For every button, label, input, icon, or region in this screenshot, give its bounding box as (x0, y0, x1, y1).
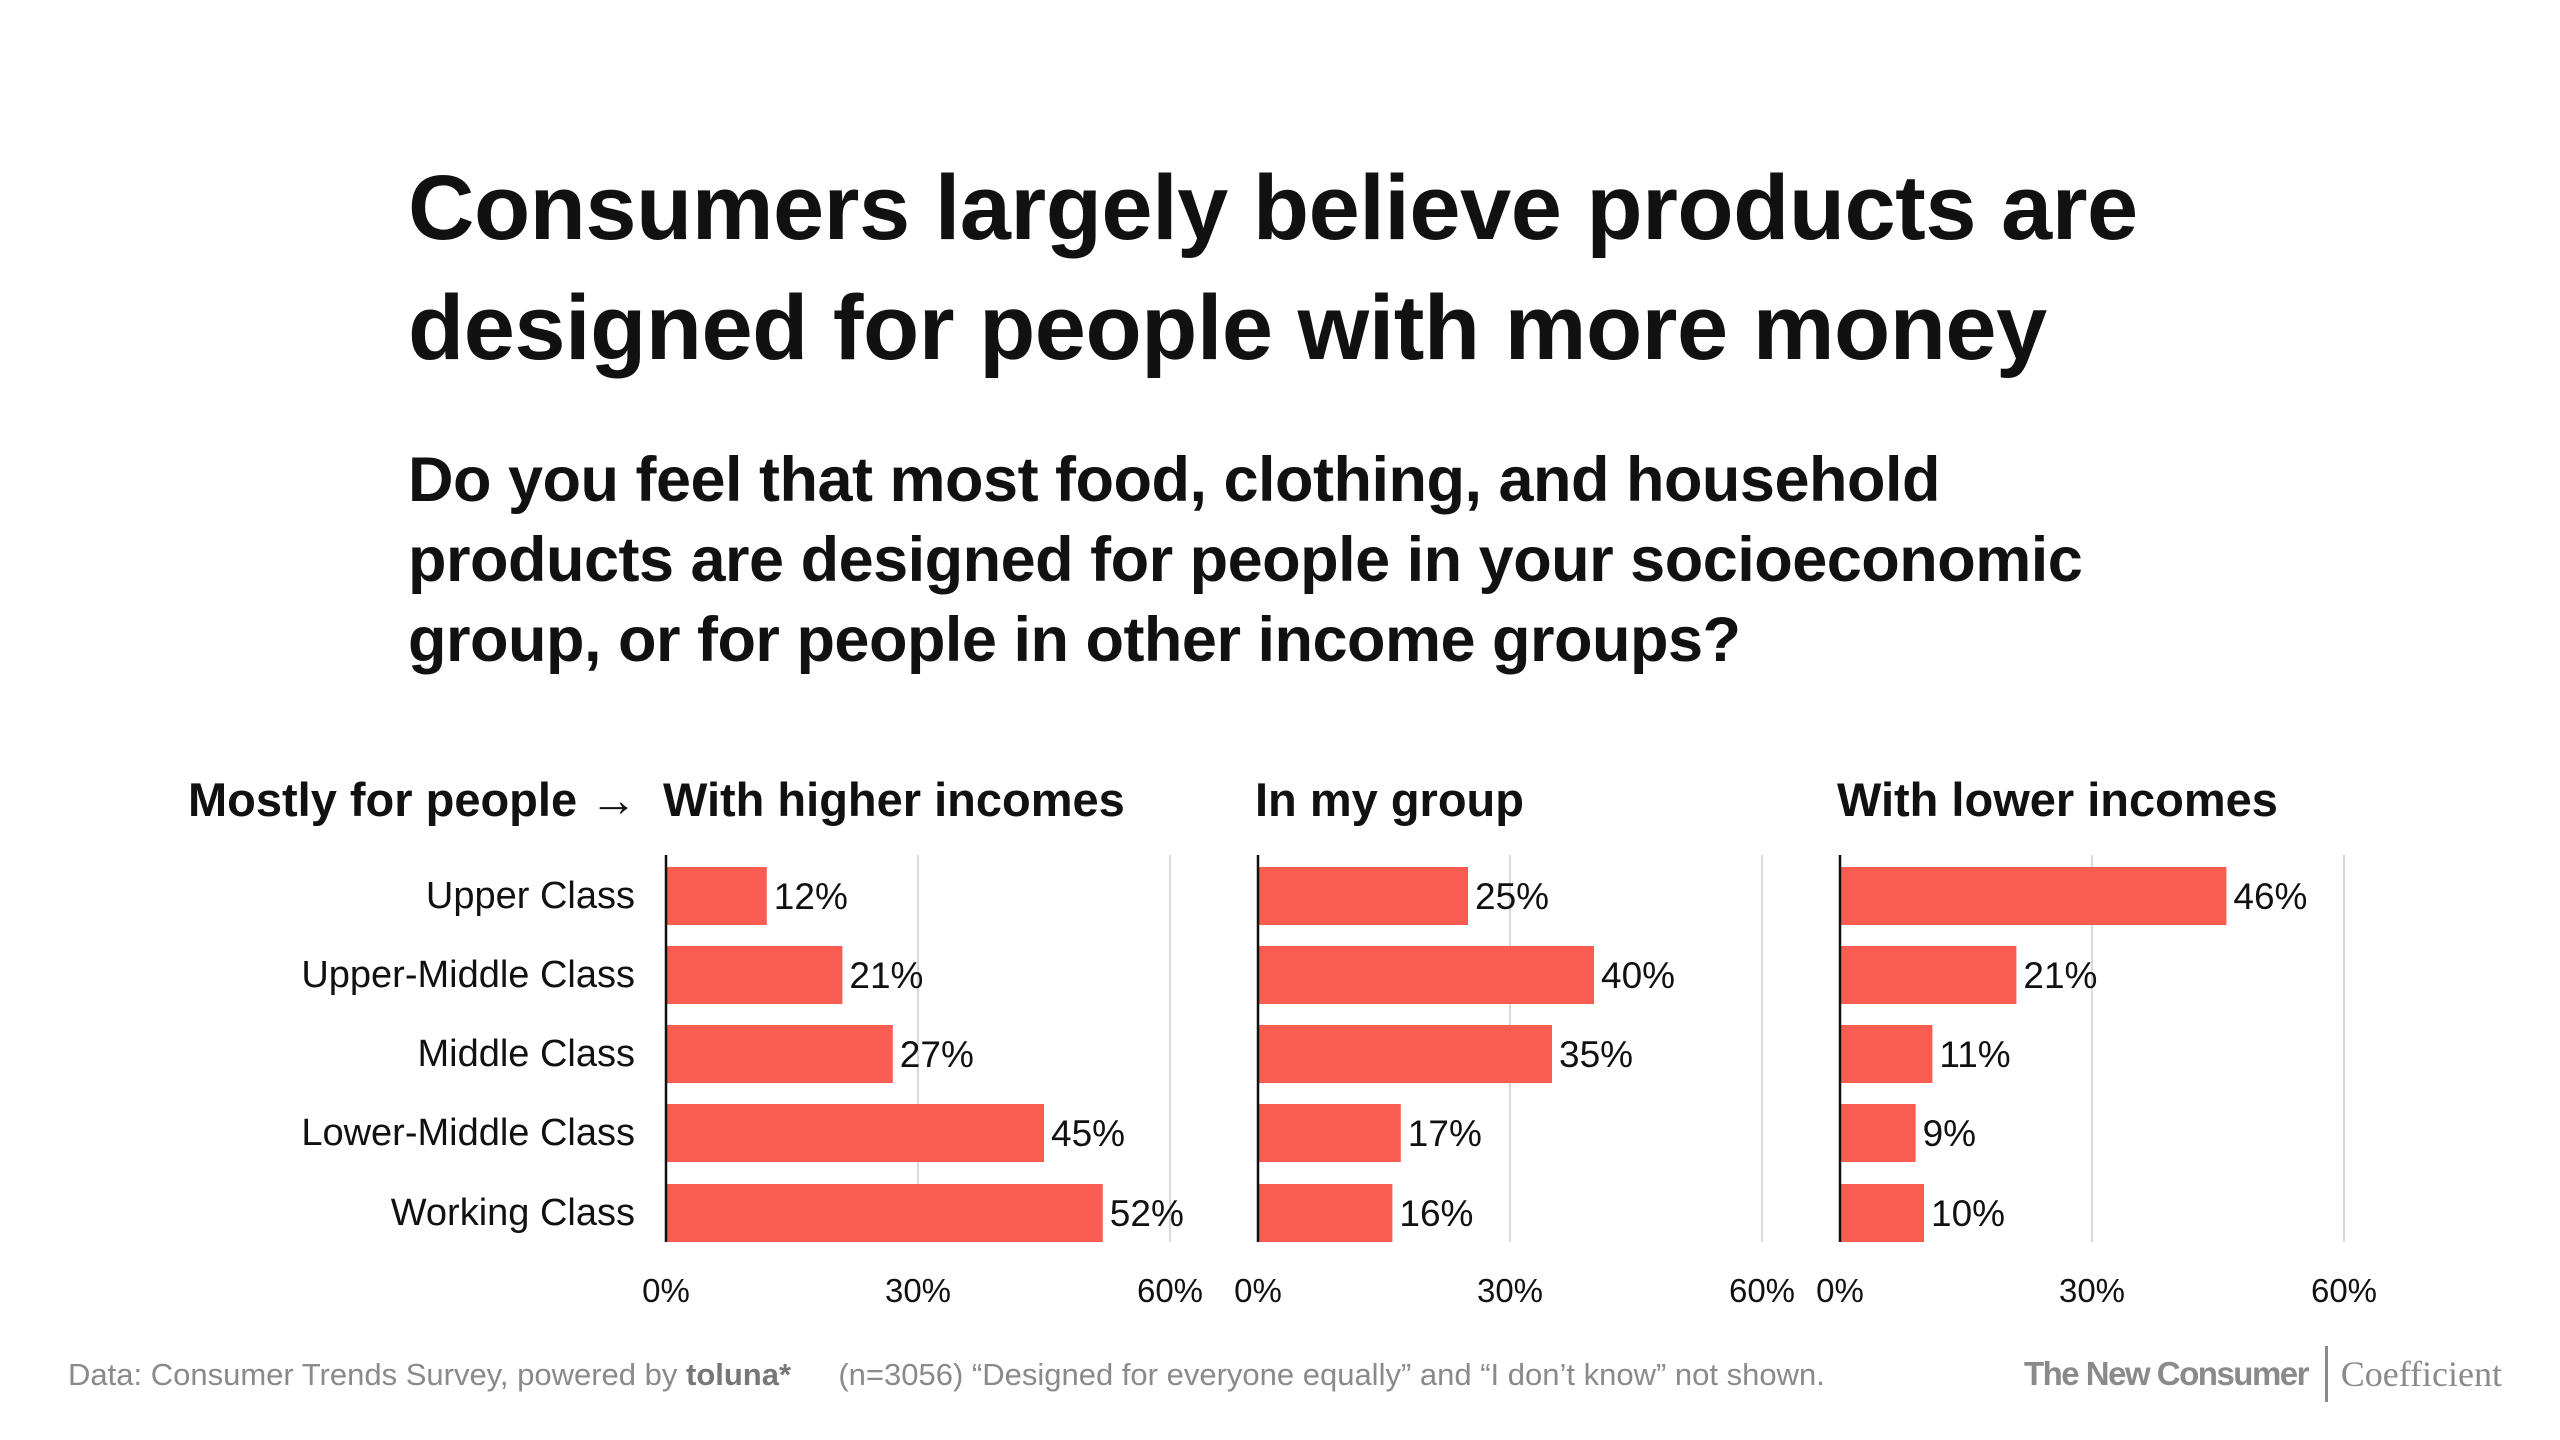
category-label-lower-middle-class: Lower-Middle Class (301, 1112, 635, 1154)
footer-note: (n=3056) “Designed for everyone equally”… (838, 1357, 1825, 1392)
tick-label-panel-2-60: 60% (1729, 1272, 1795, 1309)
bar-panel-1-row-3 (666, 1025, 893, 1083)
data-label-panel-2-row-3: 35% (1559, 1034, 1633, 1075)
panel-title-in-my-group: In my group (1255, 773, 1524, 826)
data-label-panel-1-row-1: 12% (774, 876, 848, 917)
category-label-working-class: Working Class (390, 1192, 635, 1234)
bar-panel-1-row-5 (666, 1184, 1103, 1242)
data-label-panel-2-row-4: 17% (1408, 1113, 1482, 1154)
category-label-upper-class: Upper Class (425, 875, 635, 917)
chart-plot-area: 12%21%27%45%52%0% 30% 60%25%40%35%17%16%0%… (642, 855, 2377, 1309)
tick-label-panel-1-0: 0% (642, 1272, 690, 1309)
bar-panel-2-row-3 (1258, 1025, 1552, 1083)
tick-label-panel-1-60: 60% (1137, 1272, 1203, 1309)
data-label-panel-2-row-5: 16% (1399, 1193, 1473, 1234)
chart-title: Consumers largely believe products are d… (408, 157, 2138, 379)
bar-panel-3-row-5 (1840, 1184, 1924, 1242)
bar-panel-1-row-2 (666, 946, 843, 1004)
bar-panel-1-row-4 (666, 1104, 1044, 1162)
bar-panel-2-row-1 (1258, 867, 1468, 925)
data-label-panel-3-row-2: 21% (2023, 955, 2097, 996)
data-label-panel-2-row-1: 25% (1475, 876, 1549, 917)
tick-label-panel-3-30: 30% (2059, 1272, 2125, 1309)
bar-panel-3-row-1 (1840, 867, 2227, 925)
data-label-panel-3-row-3: 11% (1939, 1034, 2010, 1075)
bar-panel-1-row-1 (666, 867, 767, 925)
toluna-logo: toluna* (686, 1357, 792, 1392)
data-label-panel-3-row-1: 46% (2233, 876, 2307, 917)
footer-source: Data: Consumer Trends Survey, powered by… (68, 1355, 1825, 1395)
tick-label-panel-2-30: 30% (1477, 1272, 1543, 1309)
data-label-panel-3-row-5: 10% (1931, 1193, 2005, 1234)
row-header-label: Mostly for people → (188, 773, 638, 826)
data-label-panel-1-row-2: 21% (849, 955, 923, 996)
tick-label-panel-3-0: 0% (1816, 1272, 1864, 1309)
panel-title-higher-incomes: With higher incomes (663, 773, 1125, 826)
panel-title-lower-incomes: With lower incomes (1837, 773, 2278, 826)
data-label-panel-1-row-5: 52% (1110, 1193, 1184, 1234)
tick-label-panel-2-0: 0% (1234, 1272, 1282, 1309)
data-label-panel-1-row-4: 45% (1051, 1113, 1125, 1154)
data-label-panel-2-row-2: 40% (1601, 955, 1675, 996)
bar-panel-2-row-2 (1258, 946, 1594, 1004)
category-label-upper-middle-class: Upper-Middle Class (301, 954, 635, 996)
brand-divider (2325, 1346, 2328, 1402)
tick-label-panel-1-30: 30% (885, 1272, 951, 1309)
coefficient-logo: Coefficient (2340, 1354, 2502, 1394)
bar-panel-3-row-2 (1840, 946, 2017, 1004)
footer-source-prefix: Data: Consumer Trends Survey, powered by (68, 1357, 678, 1392)
data-label-panel-1-row-3: 27% (900, 1034, 974, 1075)
data-label-panel-3-row-4: 9% (1923, 1113, 1976, 1154)
bar-panel-3-row-4 (1840, 1104, 1916, 1162)
chart-subtitle: Do you feel that most food, clothing, an… (408, 445, 2083, 675)
bar-panel-2-row-5 (1258, 1184, 1393, 1242)
tick-label-panel-3-60: 60% (2311, 1272, 2377, 1309)
the-new-consumer-logo: The New Consumer (2023, 1355, 2310, 1392)
bar-panel-3-row-3 (1840, 1025, 1933, 1083)
footer-brand: The New Consumer Coefficient (0, 1342, 2560, 1406)
category-label-middle-class: Middle Class (417, 1033, 635, 1075)
bar-panel-2-row-4 (1258, 1104, 1401, 1162)
